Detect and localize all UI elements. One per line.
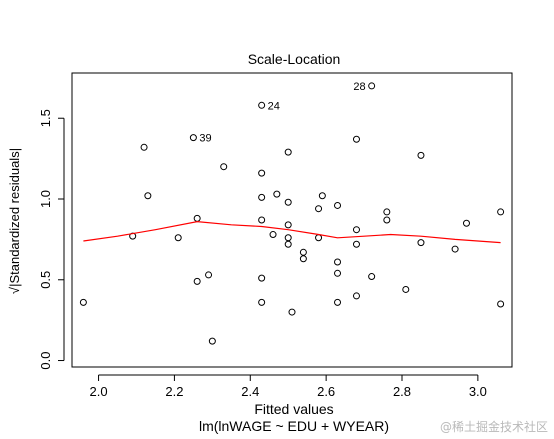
data-point xyxy=(258,298,266,306)
data-point xyxy=(79,298,87,306)
data-point xyxy=(299,248,307,256)
data-point xyxy=(258,169,266,177)
x-axis-sublabel: lm(lnWAGE ~ EDU + WYEAR) xyxy=(199,418,389,434)
data-point xyxy=(189,134,197,142)
data-point xyxy=(368,273,376,281)
y-axis-label: √|Standardized residuals| xyxy=(7,148,22,294)
data-point xyxy=(402,285,410,293)
data-point xyxy=(284,234,292,242)
data-point xyxy=(258,101,266,109)
y-tick-label: 1.5 xyxy=(38,109,53,127)
data-point xyxy=(284,221,292,229)
data-point xyxy=(284,148,292,156)
data-point xyxy=(288,308,296,316)
y-tick-label: 0.0 xyxy=(38,351,53,369)
data-point xyxy=(352,135,360,143)
x-tick-label: 2.4 xyxy=(241,384,259,399)
y-tick-label: 1.0 xyxy=(38,190,53,208)
data-point xyxy=(451,245,459,253)
scatter-points xyxy=(79,82,505,345)
data-point xyxy=(352,292,360,300)
data-point xyxy=(417,151,425,159)
x-tick-label: 2.2 xyxy=(165,384,183,399)
data-point xyxy=(269,231,277,239)
data-point xyxy=(334,269,342,277)
data-point xyxy=(193,277,201,285)
x-tick-label: 2.0 xyxy=(90,384,108,399)
data-point xyxy=(417,239,425,247)
watermark: @稀土掘金技术社区 xyxy=(439,420,548,434)
data-point xyxy=(334,298,342,306)
data-point xyxy=(273,190,281,198)
point-label: 39 xyxy=(199,133,211,145)
chart-title: Scale-Location xyxy=(248,51,341,67)
x-tick-label: 2.8 xyxy=(393,384,411,399)
data-point xyxy=(368,82,376,90)
data-point xyxy=(144,192,152,200)
data-point xyxy=(220,163,228,171)
data-point xyxy=(205,271,213,279)
data-point xyxy=(258,216,266,224)
data-point xyxy=(383,216,391,224)
data-point xyxy=(462,219,470,227)
point-labels: 28 24 39 xyxy=(199,81,365,145)
x-axis: 2.0 2.2 2.4 2.6 2.8 3.0 xyxy=(90,374,487,399)
y-tick-label: 0.5 xyxy=(38,271,53,289)
data-point xyxy=(193,214,201,222)
data-point xyxy=(258,274,266,282)
data-point xyxy=(383,208,391,216)
x-axis-label: Fitted values xyxy=(254,401,333,417)
y-axis: 0.0 0.5 1.0 1.5 xyxy=(38,109,65,370)
data-point xyxy=(299,255,307,263)
data-point xyxy=(497,208,505,216)
plot-frame xyxy=(71,72,513,368)
data-point xyxy=(174,234,182,242)
x-tick-label: 2.6 xyxy=(317,384,335,399)
data-point xyxy=(284,198,292,206)
data-point xyxy=(318,192,326,200)
data-point xyxy=(334,201,342,209)
smooth-line xyxy=(83,220,501,244)
data-point xyxy=(315,234,323,242)
data-point xyxy=(497,300,505,308)
data-point xyxy=(284,240,292,248)
point-label: 28 xyxy=(353,81,365,93)
data-point xyxy=(140,143,148,151)
data-point xyxy=(352,240,360,248)
data-point xyxy=(258,193,266,201)
x-tick-label: 3.0 xyxy=(469,384,487,399)
point-label: 24 xyxy=(268,100,280,112)
data-point xyxy=(315,205,323,213)
data-point xyxy=(352,226,360,234)
data-point xyxy=(334,258,342,266)
data-point xyxy=(208,337,216,345)
